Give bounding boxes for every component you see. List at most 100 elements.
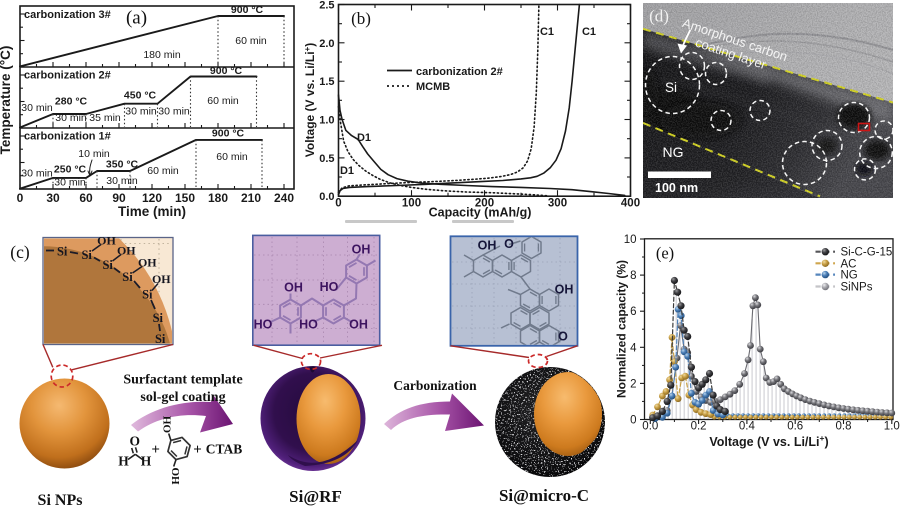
svg-text:H: H <box>141 454 152 469</box>
svg-text:240: 240 <box>274 191 294 205</box>
svg-text:350 °C: 350 °C <box>106 159 139 171</box>
svg-text:0: 0 <box>17 191 24 205</box>
svg-text:120: 120 <box>142 191 162 205</box>
svg-text:(e): (e) <box>656 244 674 263</box>
svg-text:O: O <box>504 237 514 251</box>
svg-text:Si NPs: Si NPs <box>38 492 83 509</box>
svg-text:AC: AC <box>841 258 857 270</box>
svg-text:OH: OH <box>97 234 116 248</box>
svg-text:Si@RF: Si@RF <box>289 487 342 506</box>
svg-text:CTAB: CTAB <box>206 442 243 457</box>
svg-text:Si: Si <box>155 332 166 346</box>
svg-text:OH: OH <box>152 272 171 286</box>
svg-text:Voltage (V vs. Li/Li+): Voltage (V vs. Li/Li+) <box>709 433 828 449</box>
svg-text:D1: D1 <box>357 132 371 144</box>
svg-text:Si@micro-C: Si@micro-C <box>499 486 589 505</box>
svg-text:30 min: 30 min <box>125 106 157 118</box>
svg-text:30 min: 30 min <box>158 106 190 118</box>
svg-text:OH: OH <box>349 318 368 332</box>
svg-text:NG: NG <box>663 144 684 160</box>
svg-text:carbonization 1#: carbonization 1# <box>24 131 111 143</box>
svg-text:450 °C: 450 °C <box>124 90 157 102</box>
svg-text:Si: Si <box>81 248 92 262</box>
svg-text:0.0: 0.0 <box>319 191 334 203</box>
svg-text:30: 30 <box>46 191 60 205</box>
svg-text:carbonization 2#: carbonization 2# <box>24 70 111 82</box>
svg-text:30 min: 30 min <box>21 168 53 180</box>
svg-text:900 °C: 900 °C <box>231 4 264 16</box>
svg-text:+: + <box>193 442 202 458</box>
svg-text:OH: OH <box>138 256 157 270</box>
svg-text:NG: NG <box>841 270 858 282</box>
svg-text:O: O <box>558 330 568 344</box>
svg-text:D1: D1 <box>340 165 354 177</box>
svg-text:OH: OH <box>478 239 497 253</box>
svg-text:0.2: 0.2 <box>691 421 707 433</box>
svg-text:Si: Si <box>57 245 68 259</box>
svg-text:1.0: 1.0 <box>319 115 334 127</box>
svg-text:180: 180 <box>208 191 228 205</box>
svg-text:1.0: 1.0 <box>884 421 900 433</box>
svg-text:210: 210 <box>241 191 261 205</box>
svg-text:30 min: 30 min <box>55 112 87 124</box>
svg-text:carbonization 3#: carbonization 3# <box>24 9 111 21</box>
svg-text:MCMB: MCMB <box>416 81 450 93</box>
svg-text:300: 300 <box>548 198 567 210</box>
svg-text:Si: Si <box>153 311 164 325</box>
svg-text:2.5: 2.5 <box>319 0 334 12</box>
svg-text:10: 10 <box>624 234 637 246</box>
svg-text:1.5: 1.5 <box>319 76 334 88</box>
svg-text:8: 8 <box>630 270 636 282</box>
svg-text:OH: OH <box>162 415 174 433</box>
svg-text:C1: C1 <box>582 26 596 38</box>
svg-text:OH: OH <box>117 244 136 258</box>
svg-text:Voltage (V vs. Li/Li+): Voltage (V vs. Li/Li+) <box>303 43 318 157</box>
svg-text:+: + <box>151 442 160 458</box>
svg-text:10 min: 10 min <box>78 148 110 160</box>
svg-text:H: H <box>118 454 129 469</box>
svg-text:150: 150 <box>175 191 195 205</box>
svg-text:Si: Si <box>142 288 153 302</box>
svg-text:Carbonization: Carbonization <box>393 378 477 393</box>
svg-text:OH: OH <box>555 283 574 297</box>
svg-text:180 min: 180 min <box>143 49 181 61</box>
svg-text:carbonization 2#: carbonization 2# <box>416 66 503 78</box>
svg-text:OH: OH <box>169 468 181 486</box>
svg-text:35 min: 35 min <box>89 112 121 124</box>
svg-text:280 °C: 280 °C <box>55 96 88 108</box>
svg-text:C1: C1 <box>540 26 554 38</box>
svg-text:Si: Si <box>122 270 133 284</box>
svg-text:250 °C: 250 °C <box>54 164 87 176</box>
svg-text:(d): (d) <box>649 7 669 26</box>
svg-text:2: 2 <box>630 378 636 390</box>
svg-text:100: 100 <box>402 198 421 210</box>
svg-text:60 min: 60 min <box>235 35 267 47</box>
svg-text:30 min: 30 min <box>106 175 138 187</box>
svg-text:30 min: 30 min <box>21 102 53 114</box>
svg-text:SiNPs: SiNPs <box>841 282 873 294</box>
svg-text:0: 0 <box>335 198 341 210</box>
svg-text:0.4: 0.4 <box>739 421 756 433</box>
svg-text:Surfactant template: Surfactant template <box>123 373 242 388</box>
svg-text:Time (min): Time (min) <box>118 204 186 219</box>
svg-text:(a): (a) <box>126 8 147 29</box>
svg-text:Si-C-G-15: Si-C-G-15 <box>841 247 893 259</box>
svg-text:Capacity (mAh/g): Capacity (mAh/g) <box>429 206 532 220</box>
svg-text:HO: HO <box>254 318 273 332</box>
svg-text:60 min: 60 min <box>147 165 179 177</box>
svg-text:60 min: 60 min <box>207 95 239 107</box>
svg-text:Normalized capacity (%): Normalized capacity (%) <box>615 260 629 398</box>
svg-text:900 °C: 900 °C <box>212 128 245 140</box>
svg-text:(b): (b) <box>351 9 371 28</box>
svg-text:0.0: 0.0 <box>642 421 658 433</box>
svg-text:4: 4 <box>630 342 637 354</box>
svg-text:sol-gel coating: sol-gel coating <box>140 390 225 405</box>
svg-text:(c): (c) <box>10 242 30 262</box>
svg-text:HO: HO <box>320 280 339 294</box>
svg-text:0.6: 0.6 <box>787 421 803 433</box>
svg-text:900 °C: 900 °C <box>210 65 243 77</box>
svg-text:0.8: 0.8 <box>836 421 852 433</box>
svg-text:HO: HO <box>299 318 318 332</box>
svg-text:90: 90 <box>112 191 126 205</box>
svg-text:200: 200 <box>475 198 494 210</box>
